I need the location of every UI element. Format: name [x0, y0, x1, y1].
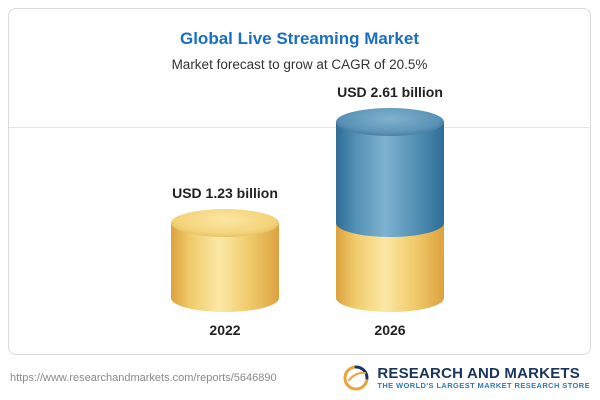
- chart-card: Global Live Streaming Market Market fore…: [8, 8, 591, 355]
- gridline: [9, 127, 590, 128]
- bar-2026-value-label: USD 2.61 billion: [337, 84, 443, 100]
- chart-subtitle: Market forecast to grow at CAGR of 20.5%: [171, 57, 428, 72]
- bar-2022-category-label: 2022: [209, 322, 241, 338]
- bar-2022: USD 1.23 billion 2022: [171, 184, 279, 338]
- cylinder-2026: [336, 108, 444, 312]
- cylinder-2022: [171, 208, 279, 312]
- bar-2026: USD 2.61 billion 2026: [336, 84, 444, 338]
- logo-text: RESEARCH AND MARKETS THE WORLD'S LARGEST…: [377, 365, 590, 391]
- bar-2022-value-label: USD 1.23 billion: [172, 184, 278, 201]
- research-and-markets-logo: RESEARCH AND MARKETS THE WORLD'S LARGEST…: [341, 363, 590, 393]
- bar-2026-category-label: 2026: [374, 322, 406, 338]
- footer: https://www.researchandmarkets.com/repor…: [0, 355, 600, 400]
- segment-2022-base: [171, 222, 279, 312]
- chart-title: Global Live Streaming Market: [179, 29, 419, 48]
- logo-tagline: THE WORLD'S LARGEST MARKET RESEARCH STOR…: [377, 380, 590, 390]
- segment-2026-base: [336, 222, 444, 312]
- cylinder-top-2022-icon: [171, 208, 279, 237]
- segment-2026-growth: [336, 122, 444, 237]
- cylinder-top-2026-icon: [336, 108, 444, 136]
- report-url-link[interactable]: https://www.researchandmarkets.com/repor…: [10, 371, 277, 384]
- logo-globe-swoosh-icon: [343, 365, 369, 390]
- logo-name: RESEARCH AND MARKETS: [377, 364, 580, 382]
